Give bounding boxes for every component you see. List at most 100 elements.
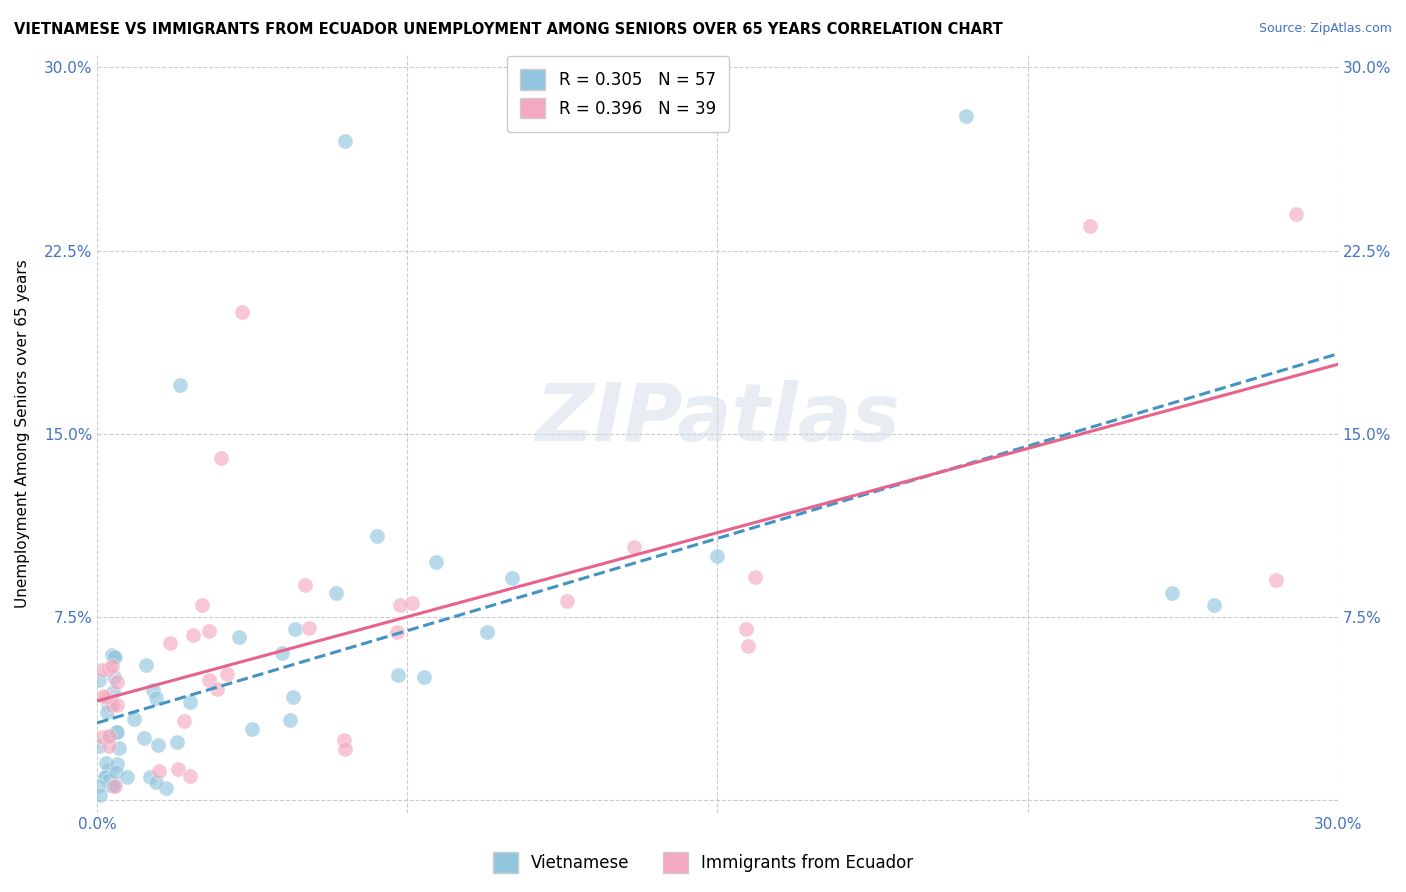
- Point: [96, 690, 118, 705]
- Point: [132, 731, 155, 746]
- Point: [735, 622, 758, 636]
- Point: [297, 621, 319, 635]
- Point: [87, 673, 110, 687]
- Point: [737, 639, 759, 653]
- Point: [105, 675, 128, 690]
- Point: [103, 777, 125, 791]
- Point: [501, 571, 523, 585]
- Point: [385, 625, 408, 640]
- Point: [98, 730, 121, 744]
- Point: [101, 648, 124, 663]
- Text: ZIPatlas: ZIPatlas: [534, 380, 900, 458]
- Point: [145, 775, 167, 789]
- Point: [93, 689, 115, 703]
- Point: [401, 596, 423, 610]
- Point: [412, 670, 434, 684]
- Point: [240, 722, 263, 736]
- Point: [146, 738, 169, 752]
- Point: [191, 598, 214, 612]
- Point: [98, 739, 121, 754]
- Point: [173, 714, 195, 728]
- Point: [96, 705, 118, 719]
- Point: [335, 742, 357, 756]
- Y-axis label: Unemployment Among Seniors over 65 years: Unemployment Among Seniors over 65 years: [15, 260, 30, 608]
- Point: [98, 662, 121, 676]
- Point: [555, 594, 578, 608]
- Point: [104, 650, 127, 665]
- Point: [181, 627, 204, 641]
- Point: [108, 741, 131, 756]
- Point: [1264, 574, 1286, 588]
- Point: [198, 673, 221, 687]
- Point: [425, 555, 447, 569]
- Point: [1202, 598, 1225, 612]
- Point: [169, 378, 191, 392]
- Point: [86, 779, 108, 793]
- Point: [103, 685, 125, 699]
- Point: [91, 730, 114, 744]
- Point: [209, 451, 232, 466]
- Point: [135, 657, 157, 672]
- Point: [623, 540, 645, 554]
- Point: [179, 695, 201, 709]
- Point: [145, 691, 167, 706]
- Point: [294, 577, 316, 591]
- Point: [90, 663, 112, 677]
- Point: [104, 779, 127, 793]
- Point: [706, 549, 728, 563]
- Point: [955, 109, 977, 123]
- Point: [744, 570, 766, 584]
- Point: [228, 630, 250, 644]
- Point: [198, 624, 221, 638]
- Point: [278, 713, 301, 727]
- Point: [87, 739, 110, 754]
- Point: [179, 769, 201, 783]
- Point: [271, 646, 294, 660]
- Point: [167, 762, 190, 776]
- Point: [97, 763, 120, 777]
- Point: [103, 650, 125, 665]
- Point: [205, 682, 228, 697]
- Point: [1161, 585, 1184, 599]
- Point: [389, 598, 412, 612]
- Point: [104, 725, 127, 739]
- Point: [148, 764, 170, 778]
- Point: [107, 724, 129, 739]
- Point: [139, 770, 162, 784]
- Point: [98, 778, 121, 792]
- Point: [100, 698, 122, 712]
- Legend: Vietnamese, Immigrants from Ecuador: Vietnamese, Immigrants from Ecuador: [486, 846, 920, 880]
- Point: [97, 729, 120, 743]
- Point: [101, 698, 124, 712]
- Point: [366, 529, 388, 543]
- Point: [475, 625, 498, 640]
- Point: [115, 770, 138, 784]
- Point: [105, 757, 128, 772]
- Point: [105, 698, 128, 712]
- Point: [100, 658, 122, 673]
- Point: [89, 788, 111, 802]
- Point: [142, 682, 165, 697]
- Point: [96, 756, 118, 771]
- Point: [103, 779, 125, 793]
- Point: [1285, 207, 1308, 221]
- Point: [284, 622, 307, 636]
- Point: [333, 732, 356, 747]
- Point: [166, 735, 188, 749]
- Point: [215, 666, 238, 681]
- Point: [1078, 219, 1101, 234]
- Point: [97, 697, 120, 711]
- Point: [124, 712, 146, 726]
- Text: Source: ZipAtlas.com: Source: ZipAtlas.com: [1258, 22, 1392, 36]
- Point: [155, 780, 177, 795]
- Point: [159, 635, 181, 649]
- Point: [98, 773, 121, 788]
- Point: [94, 770, 117, 784]
- Point: [335, 134, 357, 148]
- Legend: R = 0.305   N = 57, R = 0.396   N = 39: R = 0.305 N = 57, R = 0.396 N = 39: [508, 56, 730, 131]
- Point: [281, 690, 304, 704]
- Point: [105, 764, 128, 779]
- Point: [103, 671, 125, 685]
- Point: [94, 770, 117, 784]
- Point: [325, 585, 347, 599]
